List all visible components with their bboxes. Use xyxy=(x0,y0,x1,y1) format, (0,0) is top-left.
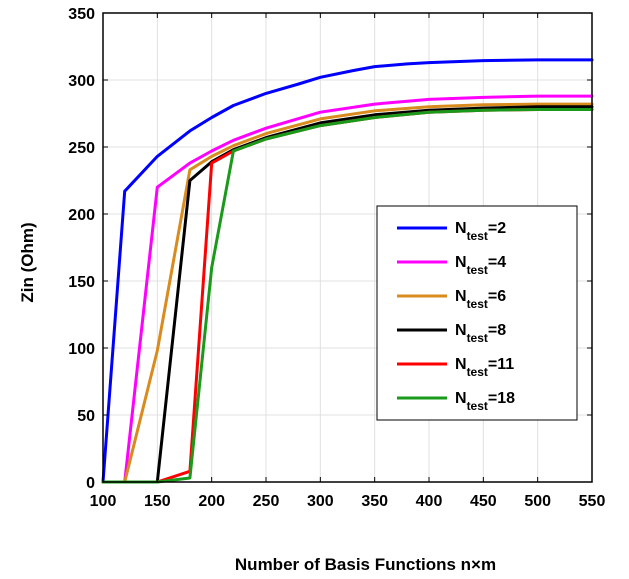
series-layer xyxy=(101,58,594,484)
x-tick-label: 300 xyxy=(307,493,334,510)
legend-label-main: N xyxy=(455,322,467,339)
series-line-0 xyxy=(101,58,594,484)
legend-label-main: N xyxy=(455,220,467,237)
y-tick-label: 150 xyxy=(68,274,95,291)
y-tick-label: 350 xyxy=(68,6,95,23)
x-axis-title: Number of Basis Functions n×m xyxy=(235,555,496,574)
legend-label-sub: test xyxy=(467,331,488,345)
legend-label-1: Ntest=4 xyxy=(455,254,506,277)
x-tick-label: 400 xyxy=(416,493,443,510)
legend-label-main: N xyxy=(455,254,467,271)
y-axis-title: Zin (Ohm) xyxy=(18,222,37,302)
y-tick-label: 200 xyxy=(68,207,95,224)
y-tick-label: 100 xyxy=(68,341,95,358)
y-tick-label: 0 xyxy=(86,475,95,492)
x-tick-label: 150 xyxy=(144,493,171,510)
x-tick-label: 250 xyxy=(253,493,280,510)
legend-label-4: Ntest=11 xyxy=(455,356,514,379)
legend-label-sub: test xyxy=(467,229,488,243)
y-tick-label: 250 xyxy=(68,140,95,157)
x-tick-label: 450 xyxy=(470,493,497,510)
x-tick-label: 550 xyxy=(579,493,606,510)
y-tick-label: 300 xyxy=(68,73,95,90)
series-line-2 xyxy=(101,102,594,484)
legend-label-sub: test xyxy=(467,399,488,413)
legend-label-0: Ntest=2 xyxy=(455,220,506,243)
legend-label-sub: test xyxy=(467,365,488,379)
x-tick-label: 350 xyxy=(361,493,388,510)
axis-ticks: 100 150 200 250 300 350 400 450 500 550 0 50 100 150 2… xyxy=(68,6,605,510)
series-line-3 xyxy=(101,105,594,484)
legend-label-2: Ntest=6 xyxy=(455,288,506,311)
legend-label-sub: test xyxy=(467,297,488,311)
legend: Ntest=2Ntest=4Ntest=6Ntest=8Ntest=11Ntes… xyxy=(376,205,578,421)
plot-frame xyxy=(102,12,593,483)
y-tick-label: 50 xyxy=(77,408,95,425)
legend-label-suffix: =8 xyxy=(488,322,506,339)
legend-label-suffix: =6 xyxy=(488,288,506,305)
legend-label-main: N xyxy=(455,356,467,373)
legend-label-suffix: =18 xyxy=(488,390,515,407)
legend-box xyxy=(376,205,578,421)
legend-label-3: Ntest=8 xyxy=(455,322,506,345)
legend-label-suffix: =11 xyxy=(488,356,514,373)
x-tick-label: 500 xyxy=(524,493,551,510)
x-tick-label: 200 xyxy=(198,493,225,510)
legend-label-main: N xyxy=(455,288,467,305)
x-tick-label: 100 xyxy=(90,493,117,510)
legend-label-sub: test xyxy=(467,263,488,277)
series-line-5 xyxy=(101,108,594,484)
legend-label-suffix: =4 xyxy=(488,254,506,271)
legend-label-suffix: =2 xyxy=(488,220,506,237)
series-line-1 xyxy=(101,94,594,484)
legend-label-5: Ntest=18 xyxy=(455,390,515,413)
legend-label-main: N xyxy=(455,390,467,407)
